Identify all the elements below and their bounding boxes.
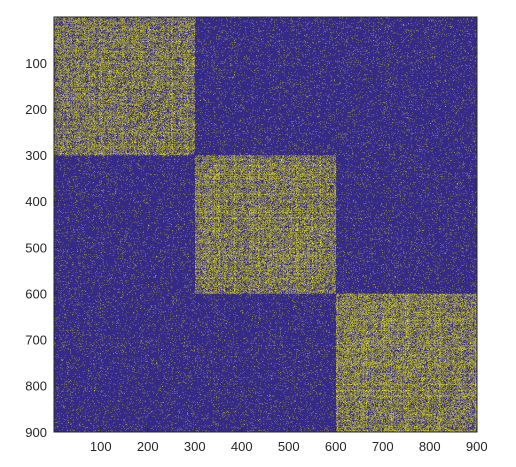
- x-tick-label: 300: [184, 439, 206, 454]
- y-axis: 100 200 300 400 500 600 700 800 900: [25, 56, 58, 440]
- x-tick-label: 700: [372, 439, 394, 454]
- x-tick-label: 500: [278, 439, 300, 454]
- x-tick-label: 400: [231, 439, 253, 454]
- y-tick-label: 200: [25, 102, 47, 117]
- x-tick-label: 200: [137, 439, 159, 454]
- x-tick-label: 600: [325, 439, 347, 454]
- x-axis: 100 200 300 400 500 600 700 800 900: [90, 428, 488, 454]
- y-tick-label: 700: [25, 333, 47, 348]
- plot-area: [54, 17, 477, 432]
- y-tick-label: 500: [25, 240, 47, 255]
- y-tick-label: 100: [25, 56, 47, 71]
- axes-frame: [53, 16, 478, 433]
- y-tick-label: 800: [25, 379, 47, 394]
- x-tick-label: 100: [90, 439, 112, 454]
- x-tick-label: 800: [419, 439, 441, 454]
- y-tick-label: 600: [25, 286, 47, 301]
- y-tick-label: 900: [25, 425, 47, 440]
- x-tick-label: 900: [466, 439, 488, 454]
- heatmap-cells: [54, 17, 477, 432]
- y-tick-label: 400: [25, 194, 47, 209]
- y-tick-label: 300: [25, 148, 47, 163]
